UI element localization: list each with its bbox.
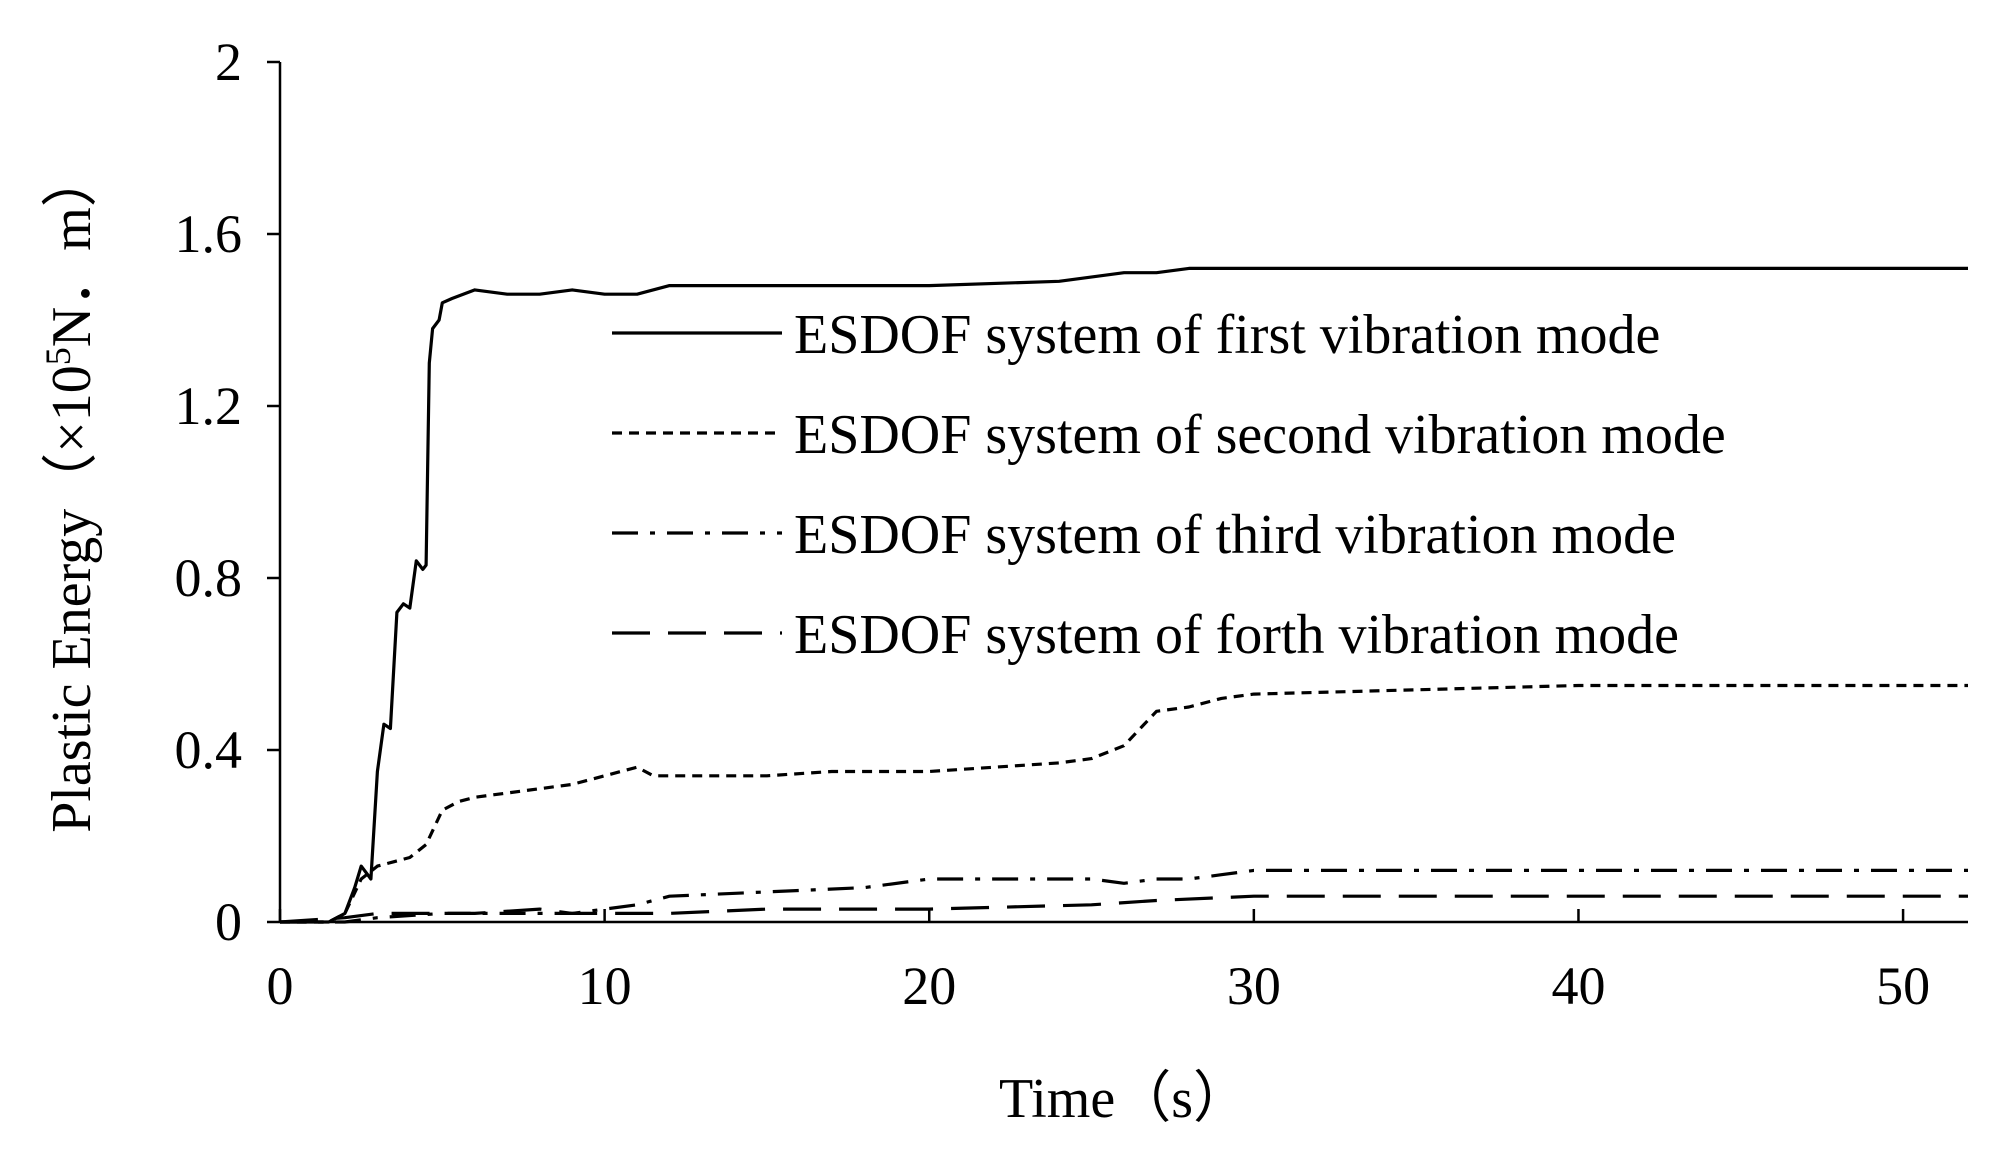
y-axis-title-unit: N．m） [41, 151, 103, 347]
x-tick-label: 50 [1876, 956, 1930, 1016]
legend-label: ESDOF system of forth vibration mode [794, 604, 1679, 666]
y-axis-title: Plastic Energy（×105N．m） [38, 151, 103, 833]
x-tick-label: 10 [578, 956, 632, 1016]
y-tick-label: 0.8 [175, 548, 243, 608]
legend: ESDOF system of first vibration mode ESDO… [612, 304, 1726, 666]
axes-layer [278, 62, 1968, 924]
y-axis-title-exponent: 5 [38, 347, 78, 365]
series-line-4 [279, 894, 1968, 924]
y-tick-label: 2 [215, 32, 242, 92]
ticks-layer: 0 10 20 30 40 50 0 0.4 0.8 1.2 1.6 2 [175, 32, 1931, 1016]
x-axis-title: Time（s） [999, 1068, 1249, 1130]
series-line-1 [280, 266, 1968, 924]
series-layer [279, 266, 1968, 924]
x-tick-label: 40 [1551, 956, 1605, 1016]
x-tick-label: 20 [902, 956, 956, 1016]
legend-label: ESDOF system of third vibration mode [794, 504, 1676, 566]
y-axis-title-main: Plastic Energy（×10 [41, 365, 103, 833]
y-tick-label: 0 [215, 892, 242, 952]
x-tick-label: 30 [1227, 956, 1281, 1016]
legend-label: ESDOF system of first vibration mode [794, 304, 1660, 366]
y-tick-label: 0.4 [175, 720, 243, 780]
x-tick-label: 0 [267, 956, 294, 1016]
y-axis-title-group: Plastic Energy（×105N．m） [38, 151, 103, 833]
series-line-2 [280, 683, 1968, 924]
y-tick-label: 1.6 [175, 204, 243, 264]
legend-label: ESDOF system of second vibration mode [794, 404, 1726, 466]
y-tick-label: 1.2 [175, 376, 243, 436]
